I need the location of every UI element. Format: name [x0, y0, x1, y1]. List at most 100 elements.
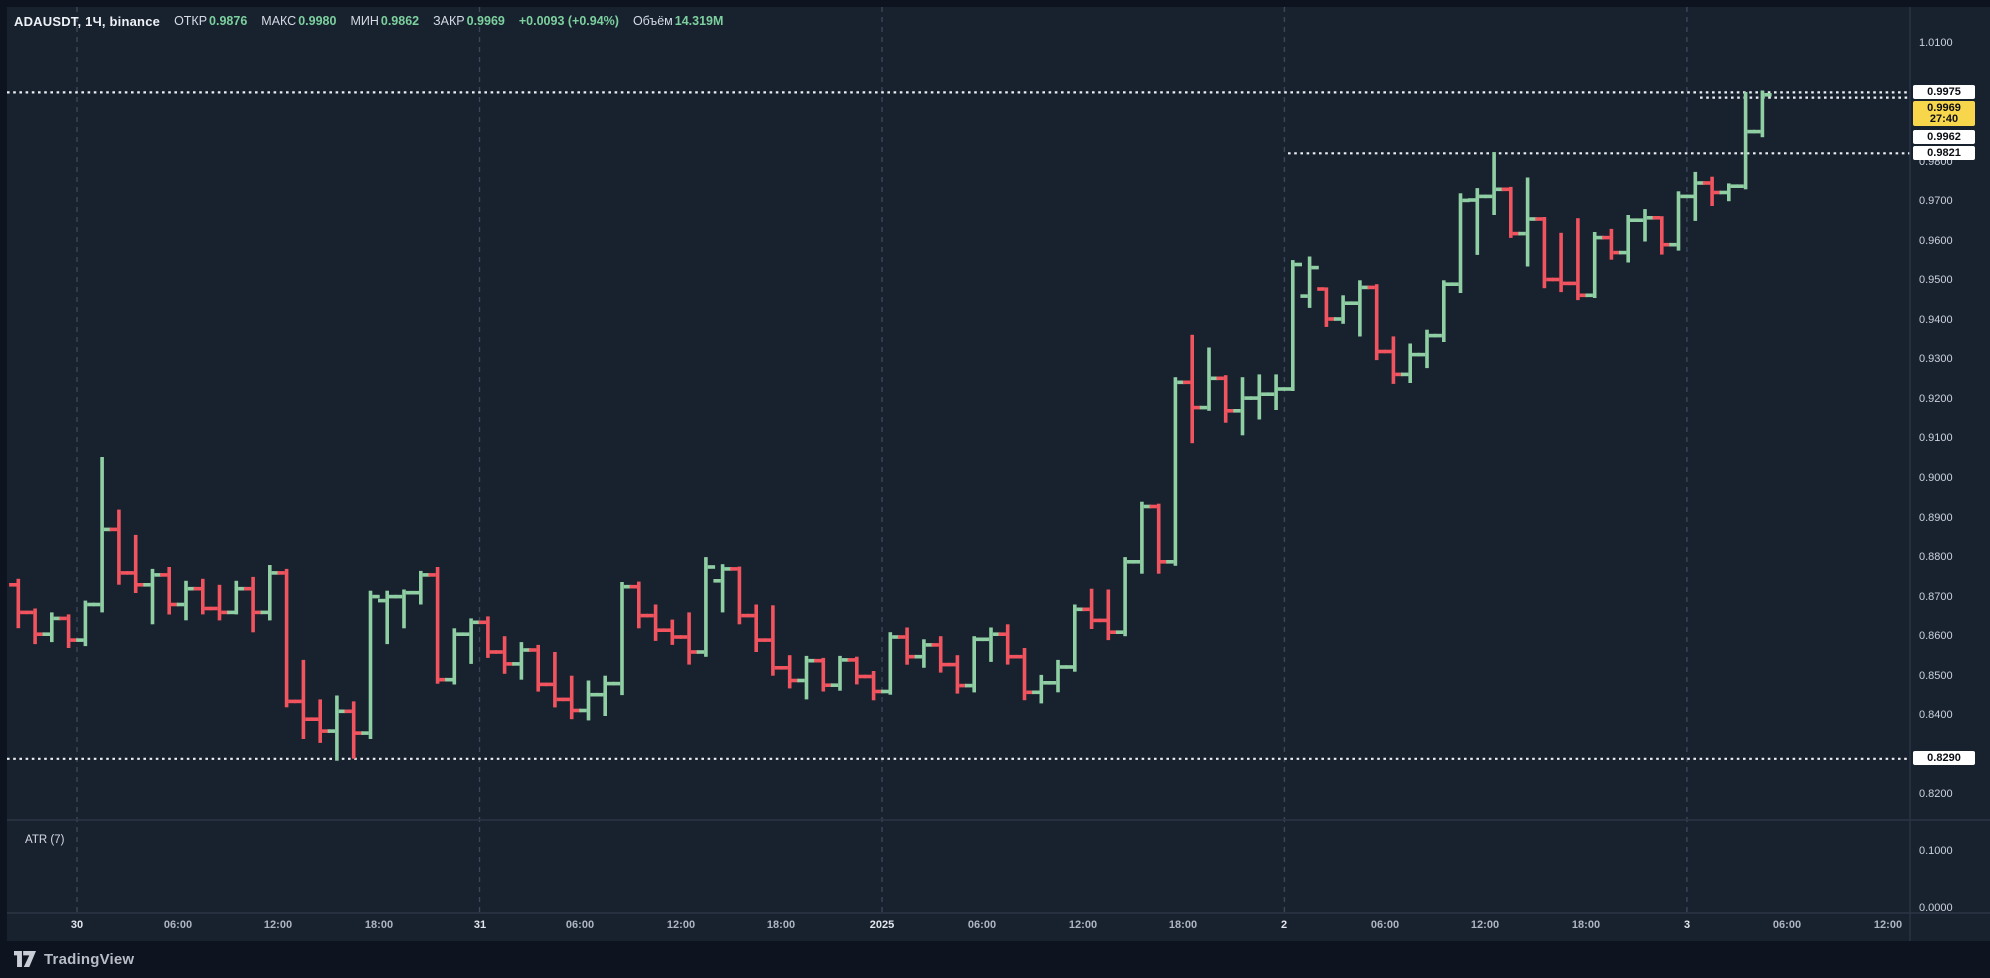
symbol-title[interactable]: ADAUSDT, 1Ч, binance — [14, 13, 161, 29]
ohlc-bar — [965, 636, 984, 693]
tradingview-logo[interactable]: TradingView — [14, 948, 134, 970]
ohlc-bar — [411, 570, 430, 605]
price-axis-tick: 0.9500 — [1919, 274, 1953, 287]
ohlc-bar — [1082, 588, 1101, 629]
ohlc-bar — [1065, 604, 1084, 672]
ohlc-bar — [1015, 648, 1034, 701]
time-axis-tick: 2 — [1280, 919, 1288, 931]
ohlc-bar — [897, 627, 917, 665]
ohlc-bar — [1048, 659, 1068, 693]
ohlc-bar — [1501, 186, 1520, 238]
ohlc-bar — [1384, 336, 1403, 384]
price-level-label: 0.9821 — [1913, 145, 1975, 160]
ohlc-bar — [780, 655, 799, 689]
price-axis-tick: 0.9700 — [1919, 195, 1953, 208]
ohlc-bar — [579, 680, 598, 721]
ohlc-bar — [612, 582, 632, 696]
ohlc-bar — [1199, 347, 1219, 411]
ohlc-bar — [1585, 232, 1604, 298]
price-axis-tick: 1.0100 — [1919, 37, 1953, 49]
time-axis-tick: 12:00 — [263, 919, 293, 931]
ohlc-bar — [1099, 589, 1118, 641]
current-price-label: 0.9969 27:40 — [1913, 100, 1975, 126]
time-axis-tick: 12:00 — [1873, 919, 1903, 931]
ohlc-bar — [260, 565, 279, 621]
ohlc-bar — [948, 655, 967, 694]
ohlc-bar — [1183, 334, 1202, 444]
ohlc-bar — [629, 581, 648, 629]
price-axis-tick: 0.9600 — [1919, 234, 1953, 247]
price-level-label: 0.9975 — [1913, 84, 1975, 99]
ohlc-bar — [495, 636, 514, 674]
ohlc-bar — [881, 632, 900, 695]
tradingview-logo-text: TradingView — [44, 950, 135, 968]
ohlc-bar — [193, 578, 212, 615]
ohlc-bar — [1115, 557, 1135, 637]
legend-open: ОТКР 0.9876 — [174, 14, 248, 28]
ohlc-bar — [9, 578, 28, 629]
ohlc-bar — [1216, 375, 1235, 423]
ohlc-bar — [76, 600, 95, 647]
legend-volume: Объём 14.319М — [632, 14, 724, 28]
ohlc-bar — [730, 566, 749, 625]
legend-high: МАКС 0.9980 — [261, 14, 337, 28]
ohlc-bar — [210, 584, 229, 621]
atr-indicator-label[interactable]: ATR (7) — [25, 834, 65, 846]
chart-canvas[interactable] — [7, 7, 1990, 941]
price-axis-tick: 0.8900 — [1919, 511, 1953, 524]
ohlc-bar — [797, 655, 816, 700]
ohlc-bar — [445, 628, 464, 685]
ohlc-bar — [696, 557, 716, 657]
ohlc-bar — [998, 624, 1017, 665]
time-axis-tick: 30 — [70, 919, 84, 931]
ohlc-bar — [1250, 374, 1269, 420]
atr-axis-tick: 0.0000 — [1919, 902, 1953, 914]
ohlc-bar — [1602, 228, 1621, 260]
ohlc-bar — [1619, 215, 1638, 263]
ohlc-bar — [646, 604, 665, 641]
ohlc-bar — [394, 589, 414, 629]
ohlc-bar — [545, 652, 565, 708]
price-level-label: 0.8290 — [1913, 751, 1975, 766]
time-axis-tick: 06:00 — [565, 919, 595, 931]
ohlc-bar — [1317, 287, 1336, 327]
time-axis-tick: 06:00 — [1370, 919, 1400, 931]
chart-widget-surface: ADAUSDT, 1Ч, binance ОТКР 0.9876 МАКС 0.99… — [7, 7, 1990, 941]
legend-change: +0.0093 (+0.94%) — [518, 14, 619, 28]
ohlc-bar — [59, 614, 78, 648]
price-level-label: 0.9962 — [1913, 129, 1975, 144]
price-axis-tick: 0.8400 — [1919, 709, 1953, 722]
ohlc-bar — [361, 590, 380, 739]
ohlc-bar — [1032, 674, 1051, 704]
ohlc-bar — [1283, 260, 1302, 391]
ohlc-bar — [864, 671, 883, 701]
ohlc-bar — [277, 568, 296, 708]
ohlc-bar — [1669, 191, 1688, 251]
ohlc-bar — [344, 701, 363, 759]
ohlc-bar — [1635, 209, 1655, 242]
legend-low: МИН 0.9862 — [350, 14, 420, 28]
ohlc-bar — [663, 619, 682, 645]
tradingview-logo-icon — [14, 951, 36, 967]
ohlc-bar — [914, 639, 934, 668]
ohlc-bar — [1484, 152, 1504, 215]
ohlc-bar — [1686, 171, 1705, 221]
time-axis-tick: 2025 — [869, 919, 895, 931]
ohlc-bar — [109, 509, 129, 585]
ohlc-bar — [981, 627, 1001, 662]
ohlc-bar — [378, 590, 397, 645]
ohlc-bar — [1702, 176, 1722, 206]
price-axis-tick: 0.9000 — [1919, 472, 1953, 484]
price-axis-tick: 0.8500 — [1919, 669, 1953, 682]
ohlc-bar — [512, 642, 531, 680]
time-axis-tick: 06:00 — [967, 919, 997, 931]
ohlc-bar — [42, 612, 61, 643]
ohlc-bar — [1417, 329, 1437, 369]
ohlc-bar — [1468, 188, 1487, 255]
legend-close: ЗАКР 0.9969 — [433, 14, 505, 28]
ohlc-bar — [227, 580, 246, 615]
ohlc-bar — [294, 659, 313, 739]
ohlc-bar — [1266, 374, 1286, 410]
ohlc-bar — [428, 567, 447, 684]
